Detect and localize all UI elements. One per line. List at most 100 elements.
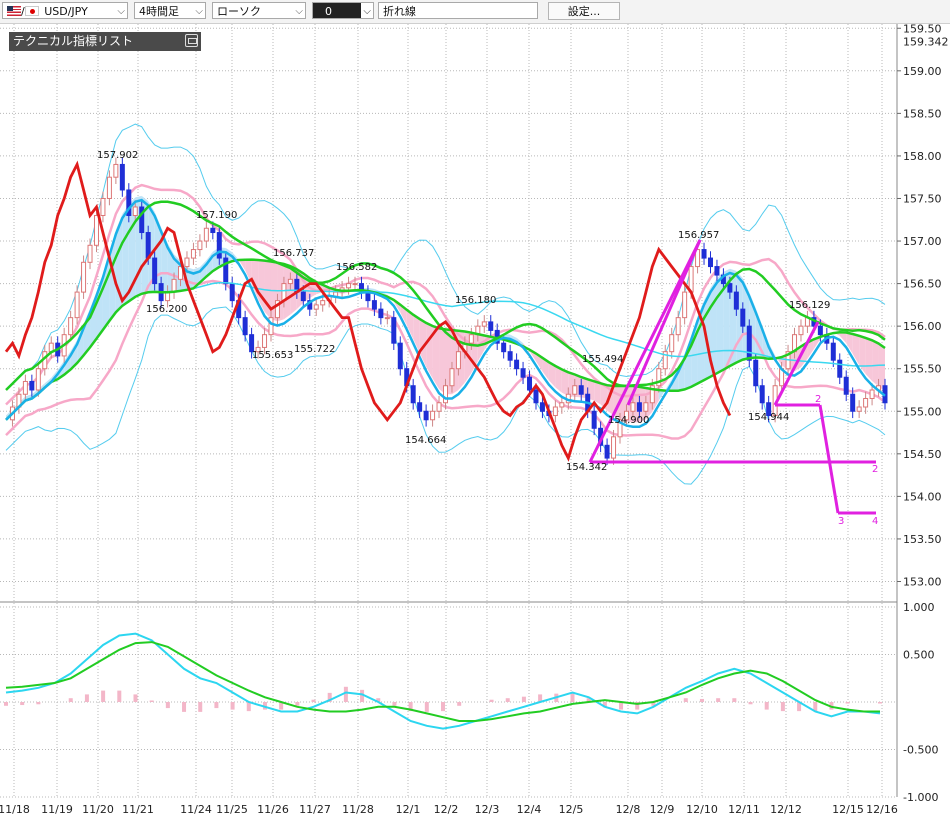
osc-histogram-bar: [683, 698, 688, 702]
price-tick-label: 155.50: [903, 363, 942, 376]
osc-histogram-bar: [878, 702, 882, 704]
cloud-segment: [439, 328, 446, 395]
osc-histogram-bar: [570, 692, 575, 702]
osc-histogram-bar: [214, 702, 219, 709]
cloud-segment: [283, 264, 291, 320]
candle-body: [611, 436, 617, 459]
jp-flag-icon: [24, 6, 39, 16]
candle-body: [746, 325, 752, 361]
osc-histogram-bar: [521, 696, 526, 702]
date-tick-label: 12/10: [686, 803, 718, 816]
candle-body: [74, 291, 80, 319]
candle-body: [455, 351, 461, 370]
cloud-segment: [413, 314, 420, 353]
restore-icon[interactable]: [185, 34, 198, 47]
date-tick-label: 12/2: [434, 803, 459, 816]
wave-label: 3: [838, 516, 844, 527]
osc-histogram-bar: [424, 702, 429, 712]
candlesticks: [9, 157, 888, 465]
oscillator-panel: [4, 632, 882, 730]
candle-body: [604, 444, 610, 459]
osc-histogram-bar: [198, 702, 203, 712]
wave-label: 4: [872, 516, 878, 527]
candle-body: [759, 385, 765, 404]
osc-histogram-bar: [279, 702, 284, 710]
candle-body: [391, 317, 397, 344]
osc-histogram-bar: [376, 698, 381, 702]
chevron-down-icon: ⌵: [117, 6, 125, 17]
osc-histogram-bar: [845, 702, 850, 704]
price-annotation: 156.957: [678, 230, 719, 241]
candle-body: [533, 389, 539, 404]
osc-histogram-bar: [635, 702, 640, 710]
candle-body: [817, 325, 823, 336]
osc-histogram-bar: [699, 698, 704, 702]
candle-body: [436, 402, 442, 412]
osc-histogram-bar: [748, 702, 753, 705]
osc-histogram-bar: [586, 698, 591, 702]
osc-tick-label: -1.000: [903, 791, 938, 804]
chevron-down-icon: ⌵: [295, 6, 303, 17]
candle-body: [197, 240, 203, 251]
osc-histogram-bar: [732, 698, 737, 702]
candle-body: [830, 342, 836, 361]
date-tick-label: 12/16: [866, 803, 898, 816]
signal-line: [5, 641, 880, 722]
bollinger-upper: [5, 183, 886, 406]
macd-line: [5, 632, 881, 730]
indicator-list-panel[interactable]: テクニカル指標リスト: [9, 32, 201, 51]
cloud-segment: [865, 337, 873, 381]
osc-histogram-bar: [538, 694, 543, 702]
candle-body: [649, 385, 655, 404]
candle-body: [766, 402, 772, 417]
panel-title: テクニカル指標リスト: [13, 34, 134, 48]
settings-button[interactable]: 設定...: [548, 2, 620, 20]
timeframe-select[interactable]: 4時間足 ⌵: [134, 2, 206, 19]
candle-body: [559, 402, 565, 408]
osc-histogram-bar: [408, 702, 413, 712]
candle-body: [863, 397, 869, 408]
cloud-segment: [852, 333, 860, 365]
trend-line: [773, 321, 820, 406]
line-type-field[interactable]: 折れ線: [378, 2, 538, 19]
candle-body: [617, 419, 623, 438]
bollinger-upper: [5, 123, 886, 390]
cloud-segment: [723, 268, 730, 370]
symbol-select[interactable]: / USD/JPY ⌵: [2, 2, 128, 19]
osc-histogram-bar: [343, 686, 348, 702]
osc-histogram-bar: [327, 692, 332, 702]
price-tick-label: 155.00: [903, 405, 942, 418]
date-tick-label: 12/9: [650, 803, 675, 816]
settings-label: 設定...: [567, 5, 601, 18]
osc-tick-label: 1.000: [903, 601, 935, 614]
tool-value: 0: [325, 5, 332, 18]
candle-body: [229, 283, 235, 302]
candle-body: [255, 346, 261, 353]
symbol-label: USD/JPY: [44, 5, 88, 18]
candle-body: [423, 410, 429, 421]
osc-histogram-bar: [813, 702, 818, 712]
cloud-segment: [419, 318, 427, 367]
price-annotation: 157.190: [196, 210, 237, 221]
candle-body: [29, 380, 35, 391]
cloud-segment: [561, 369, 569, 396]
cloud-segment: [716, 271, 724, 374]
candle-body: [572, 385, 578, 395]
date-tick-label: 11/26: [257, 803, 289, 816]
tool-select[interactable]: 0 ⌵: [312, 2, 374, 19]
price-annotation: 156.180: [455, 295, 496, 306]
candle-body: [740, 308, 746, 327]
candle-body: [171, 278, 177, 293]
candle-body: [249, 334, 255, 353]
candle-body: [552, 406, 558, 417]
chart-style-select[interactable]: ローソク ⌵: [212, 2, 306, 19]
us-flag-icon: [7, 6, 21, 16]
flag-separator: /: [21, 5, 25, 18]
price-annotation: 155.653: [252, 350, 293, 361]
osc-histogram-bar: [619, 702, 624, 710]
candle-body: [514, 359, 520, 370]
candle-body: [242, 317, 248, 336]
candle-body: [643, 402, 649, 412]
candle-body: [669, 334, 675, 353]
ma-line: [5, 198, 886, 428]
